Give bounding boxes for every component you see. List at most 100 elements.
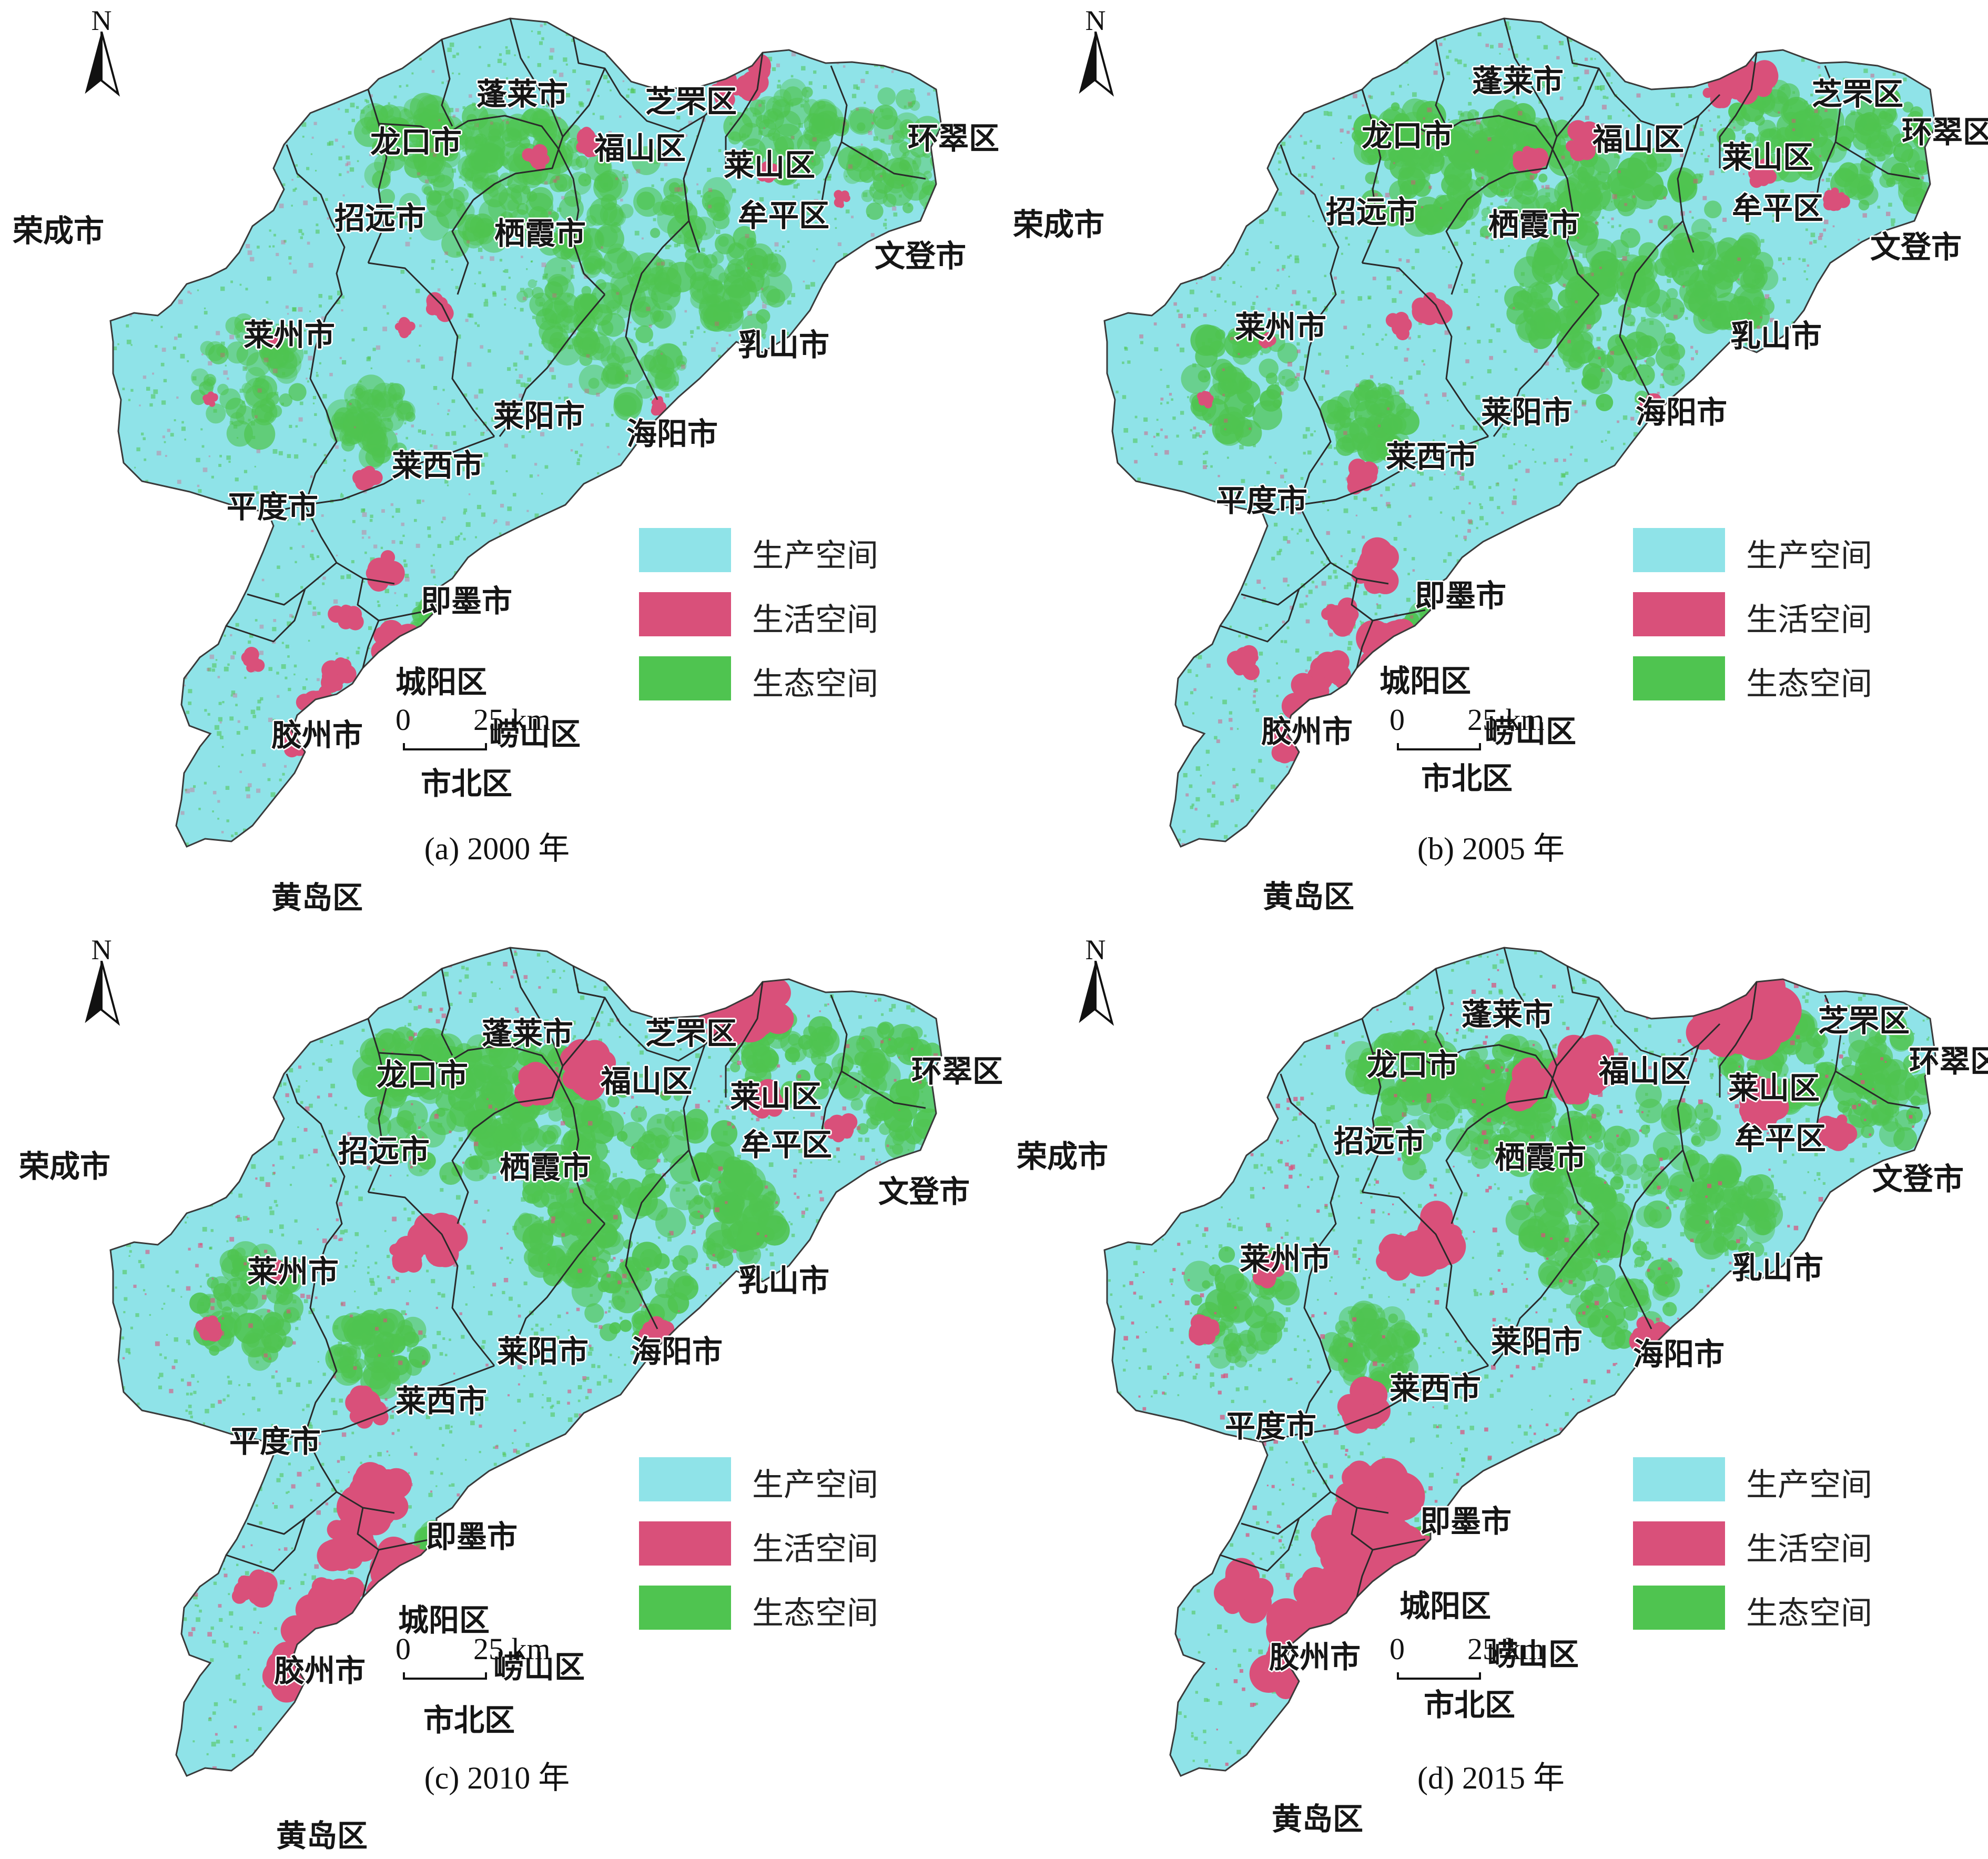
living-pixel — [239, 770, 242, 773]
ecological-pixel — [840, 760, 843, 763]
living-pixel — [736, 766, 738, 768]
ecological-patch — [1260, 389, 1282, 412]
ecological-pixel — [474, 119, 479, 124]
living-pixel — [521, 256, 523, 258]
living-pixel — [892, 485, 897, 489]
living-pixel — [165, 455, 167, 457]
district-boundary — [368, 262, 495, 437]
ecological-pixel — [725, 751, 727, 754]
living-pixel — [725, 34, 729, 39]
ecological-pixel — [139, 809, 142, 812]
ecological-pixel — [160, 59, 166, 64]
ecological-pixel — [331, 21, 334, 23]
ecological-patch — [1403, 630, 1415, 642]
ecological-pixel — [718, 149, 722, 153]
living-pixel — [819, 725, 822, 728]
living-pixel — [1597, 346, 1600, 350]
ecological-pixel — [806, 776, 809, 780]
ecological-pixel — [250, 709, 256, 714]
district-label: 牟平区 — [737, 198, 830, 233]
ecological-pixel — [399, 85, 402, 88]
ecological-patch — [1655, 345, 1680, 370]
ecological-pixel — [868, 349, 873, 354]
ecological-pixel — [817, 22, 819, 25]
ecological-pixel — [1484, 671, 1488, 675]
living-pixel — [673, 96, 678, 101]
living-space-patch — [241, 652, 253, 664]
ecological-pixel — [388, 102, 390, 105]
living-pixel — [1224, 428, 1226, 430]
ecological-patch — [1583, 192, 1600, 210]
ecological-pixel — [1130, 89, 1133, 92]
living-pixel — [1280, 474, 1284, 479]
ecological-pixel — [535, 524, 539, 527]
ecological-pixel — [301, 232, 305, 236]
ecological-pixel — [447, 413, 449, 415]
ecological-pixel — [866, 337, 870, 340]
ecological-pixel — [1729, 321, 1732, 324]
ecological-pixel — [275, 391, 279, 396]
ecological-pixel — [492, 490, 496, 494]
ecological-pixel — [1130, 95, 1134, 99]
ecological-pixel — [553, 69, 557, 74]
ecological-pixel — [397, 216, 399, 218]
ecological-pixel — [175, 200, 177, 202]
ecological-pixel — [444, 621, 446, 623]
ecological-pixel — [273, 328, 278, 333]
ecological-pixel — [1341, 252, 1343, 255]
ecological-pixel — [924, 587, 929, 592]
living-pixel — [1737, 54, 1740, 57]
ecological-pixel — [1448, 119, 1450, 121]
ecological-pixel — [567, 294, 570, 298]
ecological-pixel — [1606, 96, 1609, 99]
ecological-pixel — [584, 531, 586, 533]
ecological-pixel — [1915, 762, 1920, 767]
legend-label: 生活空间 — [752, 602, 878, 638]
ecological-pixel — [452, 72, 454, 75]
ecological-patch — [738, 466, 750, 479]
ecological-pixel — [294, 454, 299, 459]
ecological-pixel — [850, 146, 853, 148]
ecological-patch — [575, 155, 589, 168]
ecological-pixel — [202, 89, 207, 95]
ecological-patch — [700, 479, 722, 501]
ecological-pixel — [817, 190, 820, 194]
ecological-pixel — [432, 586, 436, 590]
ecological-pixel — [671, 757, 674, 761]
ecological-pixel — [809, 776, 814, 781]
ecological-pixel — [1380, 780, 1384, 785]
ecological-pixel — [1717, 115, 1720, 119]
ecological-pixel — [1434, 207, 1439, 212]
ecological-pixel — [235, 478, 239, 482]
living-pixel — [1289, 135, 1292, 138]
ecological-pixel — [368, 626, 372, 630]
ecological-pixel — [339, 797, 343, 801]
ecological-pixel — [1145, 96, 1150, 99]
ecological-pixel — [122, 211, 126, 216]
ecological-pixel — [273, 135, 277, 139]
living-pixel — [547, 626, 552, 631]
ecological-pixel — [697, 289, 701, 293]
living-pixel — [494, 519, 498, 523]
ecological-pixel — [914, 703, 919, 708]
ecological-pixel — [1891, 218, 1895, 223]
ecological-pixel — [1274, 317, 1279, 321]
ecological-pixel — [875, 116, 878, 119]
ecological-patch — [574, 293, 596, 316]
living-pixel — [871, 121, 874, 125]
ecological-pixel — [1447, 552, 1452, 556]
living-pixel — [1149, 793, 1153, 796]
ecological-pixel — [801, 66, 806, 70]
ecological-pixel — [719, 462, 722, 464]
living-pixel — [490, 256, 494, 261]
ecological-pixel — [221, 341, 225, 346]
living-pixel — [148, 217, 154, 222]
ecological-pixel — [248, 640, 251, 644]
ecological-pixel — [182, 593, 187, 598]
ecological-pixel — [1214, 820, 1219, 825]
ecological-pixel — [185, 789, 187, 791]
ecological-pixel — [302, 136, 305, 138]
ecological-pixel — [584, 179, 587, 181]
ecological-pixel — [138, 220, 141, 225]
ecological-pixel — [1327, 111, 1333, 116]
